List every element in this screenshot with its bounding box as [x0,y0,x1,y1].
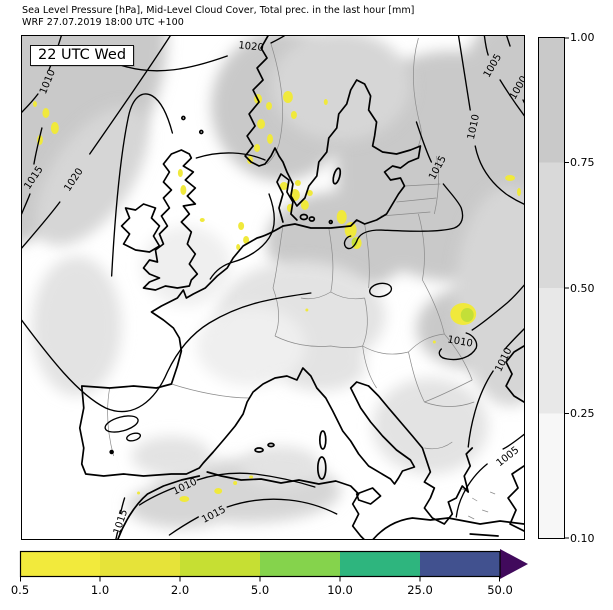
precip-cbar-tick-label: 25.0 [407,583,433,597]
cloud-cbar-tick-label: 1.00 [570,31,595,44]
precip-cbar-over-arrow [500,549,528,579]
precip-cbar-seg-6 [420,551,500,577]
timestamp-box: 22 UTC Wed [30,45,135,66]
precip-cbar-seg-2 [100,551,180,577]
cloud-cbar-seg-2 [538,162,565,288]
cloud-cbar-tick-label: 0.50 [570,282,595,295]
cloud-cover-faint [141,226,306,386]
precip-cbar-tick-label: 0.5 [10,583,30,597]
cloud-cbar-tick-label: 0.75 [570,156,595,169]
precip-cbar-seg-3 [180,551,260,577]
figure-title: Sea Level Pressure [hPa], Mid-Level Clou… [22,5,415,16]
cloud-colorbar [538,37,569,539]
europe-map-svg [22,36,524,539]
precip-cbar-ticks [20,577,500,582]
precipitation-areas [32,91,522,502]
precip-cbar-seg-4 [260,551,340,577]
precipitation-heavy-areas [351,237,474,322]
precip-cbar-tick-label: 2.0 [170,583,190,597]
cloud-cbar-ticks [565,37,569,539]
precip-cbar-tick-label: 50.0 [487,583,513,597]
precip-cbar-seg-5 [340,551,420,577]
map-panel: 1010 1015 1020 1020 1005 1000 1010 1015 … [21,35,525,540]
cloud-cover-light [31,256,489,486]
figure-subtitle: WRF 27.07.2019 18:00 UTC +100 [22,17,184,28]
cloud-cbar-seg-4 [538,413,565,539]
precip-cbar-tick-label: 5.0 [250,583,270,597]
cloud-cbar-tick-label: 0.10 [570,532,595,545]
cloud-cbar-seg-3 [538,288,565,414]
country-borders [107,37,496,520]
precip-colorbar [19,549,530,582]
precip-cbar-tick-label: 1.0 [90,583,110,597]
cloud-cover-mid [35,36,524,528]
cloud-cbar-seg-1 [538,37,565,163]
pressure-contours [22,36,524,539]
precip-cbar-seg-1 [20,551,100,577]
precip-cbar-tick-label: 10.0 [327,583,353,597]
cloud-cbar-tick-label: 0.25 [570,407,595,420]
